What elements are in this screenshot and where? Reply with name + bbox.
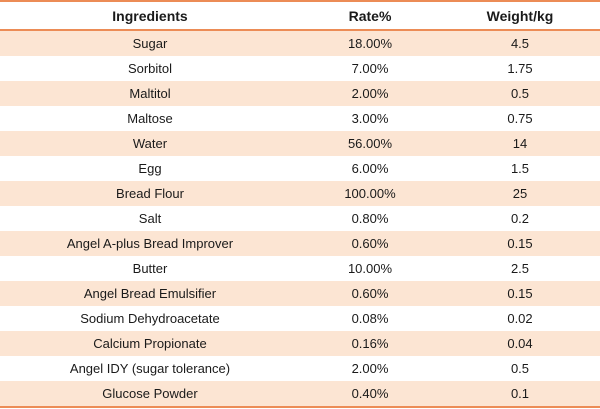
table-row: Glucose Powder 0.40% 0.1 xyxy=(0,381,600,408)
table-row: Angel Bread Emulsifier 0.60% 0.15 xyxy=(0,281,600,306)
table-row: Salt 0.80% 0.2 xyxy=(0,206,600,231)
cell-ingredient: Bread Flour xyxy=(0,181,300,206)
cell-weight: 0.2 xyxy=(440,206,600,231)
cell-rate: 3.00% xyxy=(300,106,440,131)
cell-ingredient: Sorbitol xyxy=(0,56,300,81)
cell-ingredient: Angel IDY (sugar tolerance) xyxy=(0,356,300,381)
cell-weight: 0.1 xyxy=(440,381,600,408)
table-row: Egg 6.00% 1.5 xyxy=(0,156,600,181)
cell-rate: 0.40% xyxy=(300,381,440,408)
table-row: Sugar 18.00% 4.5 xyxy=(0,30,600,56)
column-header-ingredients: Ingredients xyxy=(0,0,300,31)
cell-rate: 0.16% xyxy=(300,331,440,356)
table-row: Bread Flour 100.00% 25 xyxy=(0,181,600,206)
cell-rate: 6.00% xyxy=(300,156,440,181)
table-header: Ingredients Rate% Weight/kg xyxy=(0,0,600,31)
cell-weight: 0.15 xyxy=(440,281,600,306)
table-row: Sodium Dehydroacetate 0.08% 0.02 xyxy=(0,306,600,331)
cell-ingredient: Maltitol xyxy=(0,81,300,106)
cell-weight: 0.02 xyxy=(440,306,600,331)
cell-ingredient: Egg xyxy=(0,156,300,181)
cell-ingredient: Sugar xyxy=(0,30,300,56)
cell-weight: 1.75 xyxy=(440,56,600,81)
cell-rate: 56.00% xyxy=(300,131,440,156)
table-row: Maltitol 2.00% 0.5 xyxy=(0,81,600,106)
table-row: Calcium Propionate 0.16% 0.04 xyxy=(0,331,600,356)
header-row: Ingredients Rate% Weight/kg xyxy=(0,0,600,31)
cell-ingredient: Angel Bread Emulsifier xyxy=(0,281,300,306)
cell-weight: 14 xyxy=(440,131,600,156)
cell-weight: 1.5 xyxy=(440,156,600,181)
table-row: Water 56.00% 14 xyxy=(0,131,600,156)
cell-rate: 7.00% xyxy=(300,56,440,81)
cell-rate: 0.80% xyxy=(300,206,440,231)
cell-weight: 0.15 xyxy=(440,231,600,256)
cell-rate: 10.00% xyxy=(300,256,440,281)
cell-weight: 25 xyxy=(440,181,600,206)
cell-ingredient: Salt xyxy=(0,206,300,231)
cell-weight: 0.04 xyxy=(440,331,600,356)
cell-rate: 0.60% xyxy=(300,281,440,306)
cell-ingredient: Maltose xyxy=(0,106,300,131)
cell-weight: 4.5 xyxy=(440,30,600,56)
cell-weight: 0.5 xyxy=(440,356,600,381)
cell-rate: 18.00% xyxy=(300,30,440,56)
cell-ingredient: Sodium Dehydroacetate xyxy=(0,306,300,331)
cell-rate: 2.00% xyxy=(300,81,440,106)
table-row: Sorbitol 7.00% 1.75 xyxy=(0,56,600,81)
table-row: Butter 10.00% 2.5 xyxy=(0,256,600,281)
cell-weight: 2.5 xyxy=(440,256,600,281)
cell-weight: 0.5 xyxy=(440,81,600,106)
table-body: Sugar 18.00% 4.5 Sorbitol 7.00% 1.75 Maltitol 2… xyxy=(0,30,600,408)
cell-ingredient: Water xyxy=(0,131,300,156)
cell-ingredient: Calcium Propionate xyxy=(0,331,300,356)
table-row: Maltose 3.00% 0.75 xyxy=(0,106,600,131)
cell-rate: 0.08% xyxy=(300,306,440,331)
column-header-rate: Rate% xyxy=(300,0,440,31)
column-header-weight: Weight/kg xyxy=(440,0,600,31)
cell-rate: 100.00% xyxy=(300,181,440,206)
cell-ingredient: Angel A-plus Bread Improver xyxy=(0,231,300,256)
cell-rate: 0.60% xyxy=(300,231,440,256)
cell-weight: 0.75 xyxy=(440,106,600,131)
cell-ingredient: Glucose Powder xyxy=(0,381,300,408)
cell-ingredient: Butter xyxy=(0,256,300,281)
cell-rate: 2.00% xyxy=(300,356,440,381)
table-row: Angel IDY (sugar tolerance) 2.00% 0.5 xyxy=(0,356,600,381)
table-row: Angel A-plus Bread Improver 0.60% 0.15 xyxy=(0,231,600,256)
